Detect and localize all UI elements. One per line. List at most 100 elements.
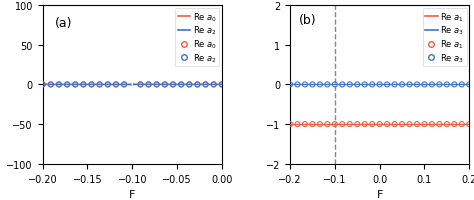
Point (194, 83, 201, 87)
Point (398, 123, 406, 126)
Point (406, 83, 413, 87)
Point (210, 83, 218, 87)
Point (324, 123, 331, 126)
Point (443, 83, 451, 87)
X-axis label: F: F (129, 189, 136, 199)
Point (406, 123, 413, 126)
Point (47, 83, 55, 87)
Point (169, 83, 177, 87)
Point (210, 83, 218, 87)
Point (202, 83, 210, 87)
Point (368, 123, 376, 126)
Point (458, 83, 465, 87)
Point (286, 83, 294, 87)
Point (169, 83, 177, 87)
Point (177, 83, 185, 87)
Point (465, 123, 473, 126)
Point (104, 83, 112, 87)
Point (413, 123, 421, 126)
Point (64, 83, 71, 87)
Point (294, 123, 301, 126)
Point (153, 83, 161, 87)
Point (346, 123, 354, 126)
Point (194, 83, 201, 87)
Text: (a): (a) (55, 17, 73, 30)
Point (368, 83, 376, 87)
Point (145, 83, 152, 87)
Point (137, 83, 144, 87)
Point (391, 83, 398, 87)
Point (450, 123, 458, 126)
Point (55, 83, 63, 87)
Point (458, 123, 465, 126)
Point (202, 83, 210, 87)
Point (383, 83, 391, 87)
Point (96, 83, 103, 87)
Point (294, 83, 301, 87)
Point (112, 83, 120, 87)
Point (309, 123, 316, 126)
Point (120, 83, 128, 87)
Point (331, 83, 338, 87)
Point (55, 83, 63, 87)
Point (177, 83, 185, 87)
Point (324, 83, 331, 87)
Point (391, 123, 398, 126)
Point (47, 83, 55, 87)
Point (145, 83, 152, 87)
Point (161, 83, 169, 87)
Point (301, 123, 309, 126)
Point (64, 83, 71, 87)
Point (185, 83, 193, 87)
Point (428, 83, 436, 87)
Point (450, 83, 458, 87)
Point (104, 83, 112, 87)
Point (443, 123, 451, 126)
Point (436, 123, 443, 126)
Point (112, 83, 120, 87)
Point (398, 83, 406, 87)
X-axis label: F: F (376, 189, 383, 199)
Point (80, 83, 87, 87)
Point (376, 83, 383, 87)
Point (218, 83, 226, 87)
Point (88, 83, 95, 87)
Point (120, 83, 128, 87)
Point (331, 123, 338, 126)
Point (420, 123, 428, 126)
Point (137, 83, 144, 87)
Point (346, 83, 354, 87)
Legend: Re $a_1$, Re $a_3$, Re $a_1$, Re $a_3$: Re $a_1$, Re $a_3$, Re $a_1$, Re $a_3$ (423, 8, 467, 67)
Point (428, 123, 436, 126)
Point (376, 123, 383, 126)
Point (436, 83, 443, 87)
Point (153, 83, 161, 87)
Point (354, 83, 361, 87)
Point (316, 123, 324, 126)
Point (301, 83, 309, 87)
Point (413, 83, 421, 87)
Point (420, 83, 428, 87)
Point (185, 83, 193, 87)
Point (96, 83, 103, 87)
Point (72, 83, 79, 87)
Point (39, 83, 46, 87)
Text: (b): (b) (299, 14, 317, 27)
Point (354, 123, 361, 126)
Point (218, 83, 226, 87)
Point (338, 83, 346, 87)
Point (80, 83, 87, 87)
Point (309, 83, 316, 87)
Legend: Re $a_0$, Re $a_2$, Re $a_0$, Re $a_2$: Re $a_0$, Re $a_2$, Re $a_0$, Re $a_2$ (175, 8, 219, 67)
Point (465, 83, 473, 87)
Point (338, 123, 346, 126)
Point (286, 123, 294, 126)
Point (361, 123, 368, 126)
Point (72, 83, 79, 87)
Point (161, 83, 169, 87)
Point (88, 83, 95, 87)
Point (383, 123, 391, 126)
Point (361, 83, 368, 87)
Point (316, 83, 324, 87)
Point (39, 83, 46, 87)
